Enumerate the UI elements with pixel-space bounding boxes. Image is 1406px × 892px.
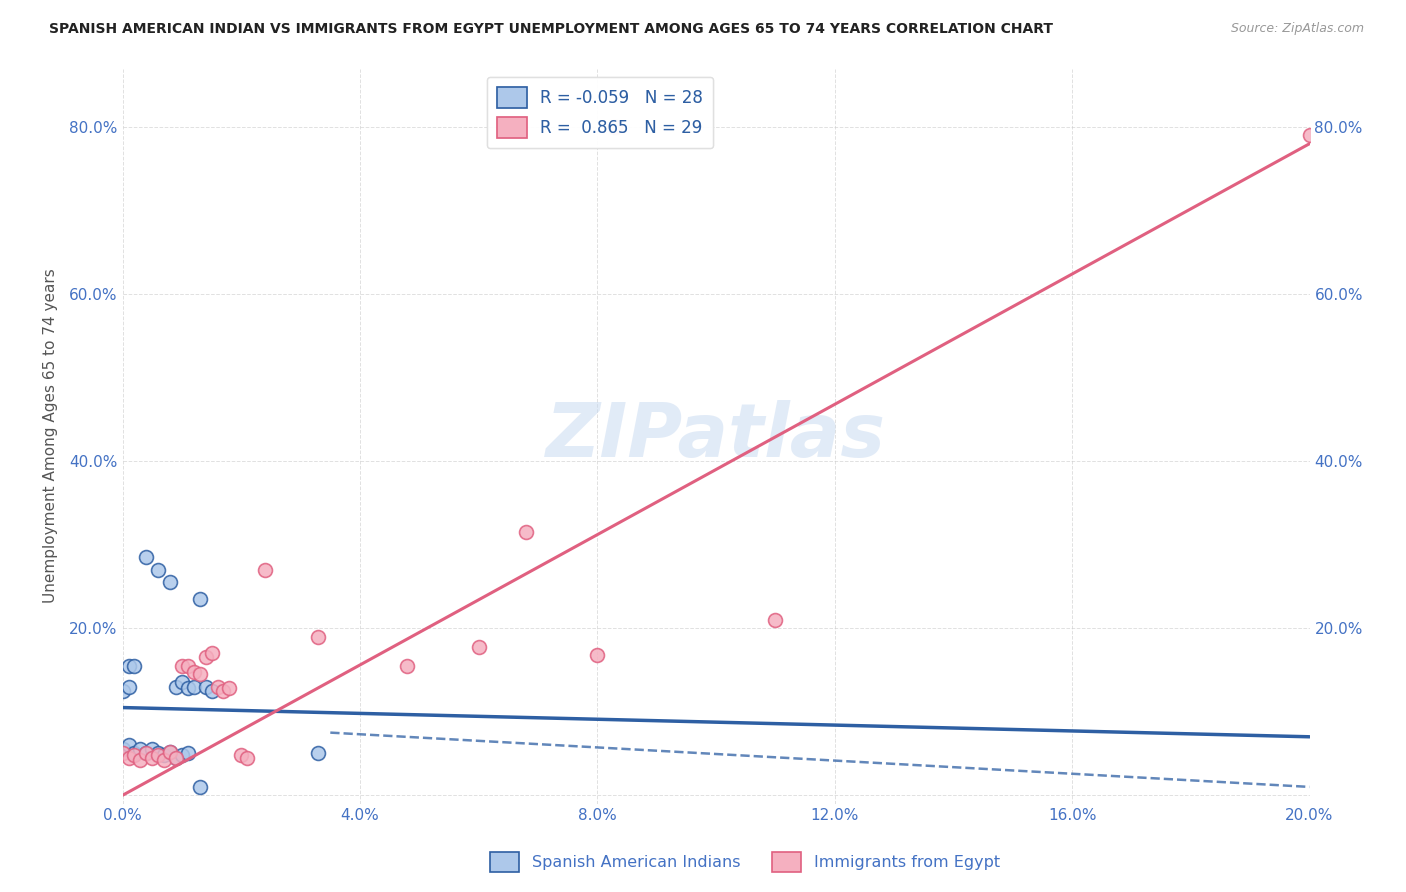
Point — [117, 750, 139, 764]
Point — [129, 753, 152, 767]
Point — [148, 747, 170, 761]
Point — [183, 665, 205, 679]
Point — [396, 658, 419, 673]
Point — [188, 591, 211, 606]
Point — [165, 750, 187, 764]
Point — [763, 613, 786, 627]
Point — [111, 742, 134, 756]
Point — [117, 738, 139, 752]
Point — [124, 747, 146, 761]
Text: Source: ZipAtlas.com: Source: ZipAtlas.com — [1230, 22, 1364, 36]
Point — [212, 683, 235, 698]
Text: SPANISH AMERICAN INDIAN VS IMMIGRANTS FROM EGYPT UNEMPLOYMENT AMONG AGES 65 TO 7: SPANISH AMERICAN INDIAN VS IMMIGRANTS FR… — [49, 22, 1053, 37]
Point — [141, 750, 163, 764]
Point — [159, 745, 181, 759]
Legend: R = -0.059   N = 28, R =  0.865   N = 29: R = -0.059 N = 28, R = 0.865 N = 29 — [486, 77, 713, 148]
Point — [188, 780, 211, 794]
Point — [207, 680, 229, 694]
Point — [111, 747, 134, 761]
Point — [159, 575, 181, 590]
Point — [153, 753, 176, 767]
Point — [124, 748, 146, 763]
Point — [124, 658, 146, 673]
Point — [153, 748, 176, 763]
Point — [307, 747, 329, 761]
Point — [177, 658, 200, 673]
Point — [148, 748, 170, 763]
Point — [1298, 128, 1320, 143]
Legend: Spanish American Indians, Immigrants from Egypt: Spanish American Indians, Immigrants fro… — [482, 844, 1008, 880]
Point — [194, 680, 217, 694]
Point — [253, 563, 276, 577]
Point — [135, 550, 157, 565]
Point — [194, 650, 217, 665]
Point — [117, 658, 139, 673]
Point — [201, 646, 224, 660]
Point — [183, 680, 205, 694]
Point — [170, 658, 193, 673]
Point — [467, 640, 489, 654]
Point — [218, 681, 240, 696]
Y-axis label: Unemployment Among Ages 65 to 74 years: Unemployment Among Ages 65 to 74 years — [44, 268, 58, 604]
Point — [170, 748, 193, 763]
Point — [307, 630, 329, 644]
Point — [188, 667, 211, 681]
Text: ZIPatlas: ZIPatlas — [546, 400, 886, 473]
Point — [111, 683, 134, 698]
Point — [177, 681, 200, 696]
Point — [515, 525, 537, 540]
Point — [165, 750, 187, 764]
Point — [231, 748, 253, 763]
Point — [148, 563, 170, 577]
Point — [141, 742, 163, 756]
Point — [586, 648, 609, 662]
Point — [129, 742, 152, 756]
Point — [201, 683, 224, 698]
Point — [117, 680, 139, 694]
Point — [135, 747, 157, 761]
Point — [159, 745, 181, 759]
Point — [165, 680, 187, 694]
Point — [177, 747, 200, 761]
Point — [135, 747, 157, 761]
Point — [170, 675, 193, 690]
Point — [605, 120, 627, 134]
Point — [236, 750, 259, 764]
